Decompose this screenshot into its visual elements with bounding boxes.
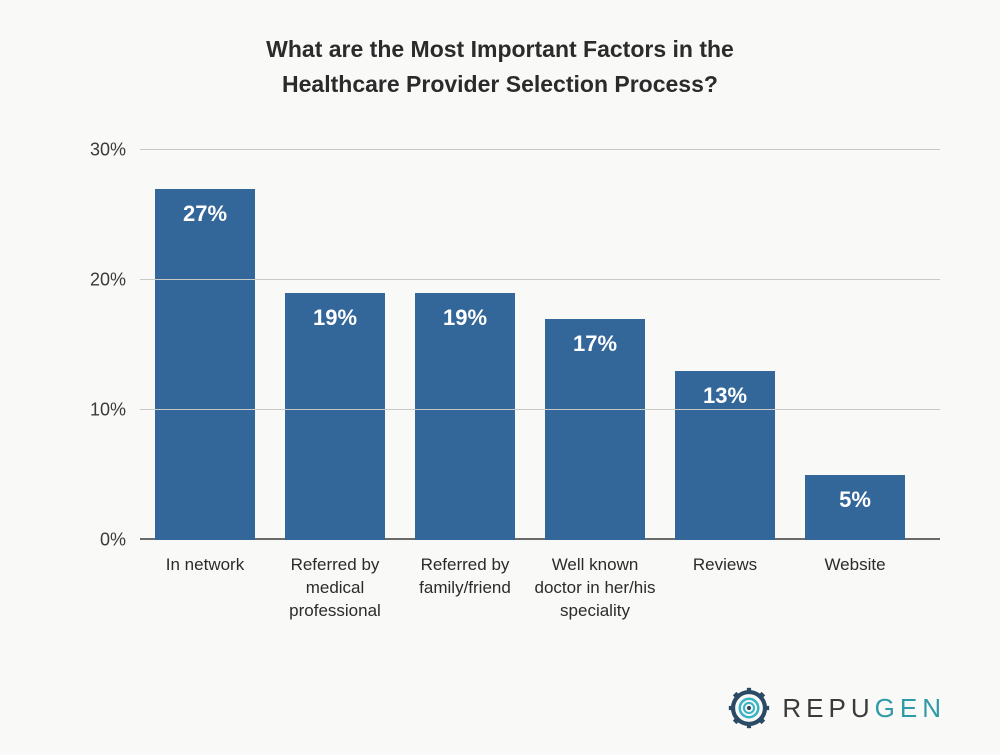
title-line-1: What are the Most Important Factors in t… xyxy=(266,36,734,62)
bar-value-label: 19% xyxy=(415,305,515,331)
bar: 17% xyxy=(545,319,645,540)
y-tick-label: 10% xyxy=(90,400,126,421)
bar: 5% xyxy=(805,475,905,540)
bar: 27% xyxy=(155,189,255,540)
bar-value-label: 13% xyxy=(675,383,775,409)
chart-plot-area: 27%19%19%17%13%5% 0%10%20%30%In networkR… xyxy=(140,150,940,540)
x-tick-label: Well known doctor in her/his speciality xyxy=(531,554,659,623)
logo-text-part2: GEN xyxy=(875,693,946,723)
x-tick-label: In network xyxy=(141,554,269,577)
y-tick-label: 30% xyxy=(90,140,126,161)
bar-value-label: 27% xyxy=(155,201,255,227)
bar: 19% xyxy=(415,293,515,540)
title-line-2: Healthcare Provider Selection Process? xyxy=(282,71,718,97)
repugen-logo-icon xyxy=(728,687,770,729)
logo-text-part1: REPU xyxy=(782,693,874,723)
chart-canvas: What are the Most Important Factors in t… xyxy=(0,0,1000,755)
bar-value-label: 5% xyxy=(805,487,905,513)
bar-value-label: 17% xyxy=(545,331,645,357)
bar: 13% xyxy=(675,371,775,540)
x-tick-label: Referred by family/friend xyxy=(401,554,529,600)
y-tick-label: 0% xyxy=(100,530,126,551)
gridline xyxy=(140,279,940,280)
gridline xyxy=(140,149,940,150)
bar-value-label: 19% xyxy=(285,305,385,331)
y-tick-label: 20% xyxy=(90,270,126,291)
bar: 19% xyxy=(285,293,385,540)
x-tick-label: Website xyxy=(791,554,919,577)
chart-title: What are the Most Important Factors in t… xyxy=(0,32,1000,101)
repugen-logo: REPUGEN xyxy=(728,687,946,729)
bars-layer: 27% 19% 19% 17% 13% 5% xyxy=(140,150,940,540)
gridline xyxy=(140,409,940,410)
repugen-logo-text: REPUGEN xyxy=(782,693,946,724)
x-tick-label: Referred by medical professional xyxy=(271,554,399,623)
x-tick-label: Reviews xyxy=(661,554,789,577)
